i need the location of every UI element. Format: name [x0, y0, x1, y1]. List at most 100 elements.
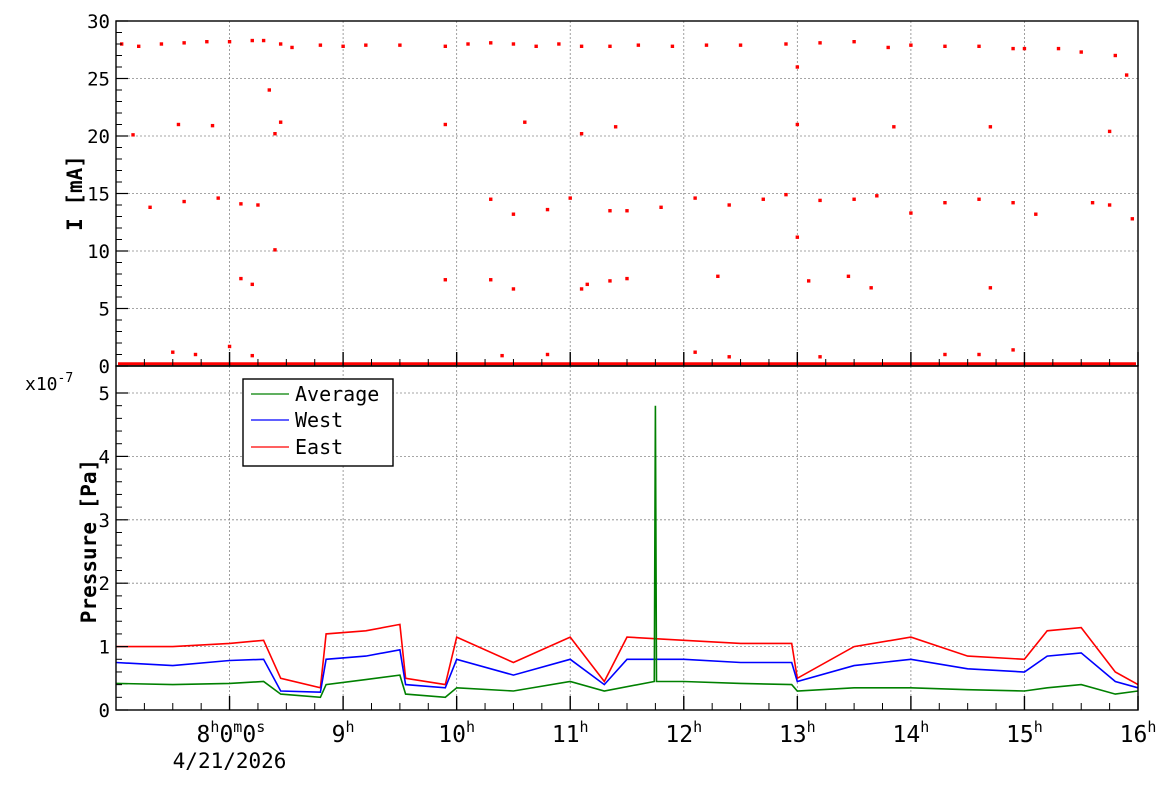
- current-data-point: [909, 43, 913, 47]
- current-data-point: [761, 197, 765, 201]
- time-x-tick-label: 8h0m0s: [197, 718, 266, 748]
- current-data-point: [1124, 73, 1129, 77]
- current-data-point: [489, 197, 493, 201]
- current-y-tick-label: 30: [87, 11, 110, 33]
- current-data-point: [489, 278, 493, 282]
- legend-label-west: West: [295, 408, 343, 432]
- pressure-y-tick-label: 5: [99, 383, 110, 405]
- time-x-tick-label: 13h: [779, 718, 816, 748]
- current-data-point: [818, 355, 822, 359]
- time-x-tick-label: 14h: [893, 718, 930, 748]
- current-data-point: [534, 44, 538, 48]
- current-data-point: [210, 123, 215, 128]
- current-data-point: [261, 38, 266, 43]
- time-x-tick-label: 10h: [438, 718, 475, 748]
- current-data-point: [511, 42, 516, 46]
- current-data-point: [886, 45, 890, 50]
- tick-hour: 14: [893, 722, 921, 748]
- current-data-point: [443, 278, 448, 282]
- current-data-point: [818, 41, 822, 45]
- current-data-point: [227, 344, 232, 349]
- current-data-point: [137, 44, 141, 48]
- current-data-point: [943, 352, 947, 357]
- current-data-point: [182, 199, 186, 204]
- current-data-point: [1079, 50, 1083, 54]
- current-data-point: [131, 133, 135, 137]
- current-data-point: [608, 279, 612, 283]
- current-data-point: [806, 279, 811, 283]
- current-data-point: [256, 203, 260, 207]
- pressure-y-tick-label: 4: [99, 446, 110, 468]
- current-data-point: [977, 44, 981, 48]
- current-data-point: [466, 42, 470, 46]
- pressure-y-tick-label: 0: [99, 700, 110, 722]
- tick-hour: 15: [1006, 722, 1034, 748]
- current-data-point: [227, 40, 232, 44]
- current-data-point: [443, 44, 448, 48]
- current-data-point: [171, 350, 175, 354]
- current-data-point: [216, 196, 220, 200]
- pressure-y-tick-label: 3: [99, 510, 110, 532]
- current-series: [118, 38, 1136, 366]
- current-data-point: [875, 194, 879, 198]
- current-data-point: [489, 41, 493, 45]
- pressure-y-axis: 0 1 2 3 4 5: [99, 383, 128, 722]
- current-data-point: [500, 353, 504, 358]
- current-data-point: [182, 41, 186, 45]
- current-data-point: [784, 42, 788, 46]
- current-data-point: [795, 65, 800, 69]
- current-data-point: [205, 40, 209, 44]
- tick-hour-unit: h: [807, 718, 816, 736]
- current-data-point: [557, 42, 561, 46]
- tick-hour-unit: h: [1147, 718, 1156, 736]
- current-data-point: [545, 352, 550, 357]
- current-data-point: [608, 209, 612, 213]
- pressure-axis-title: Pressure [Pa]: [77, 459, 101, 623]
- current-data-point: [239, 202, 243, 206]
- current-y-tick-label: 0: [99, 356, 110, 378]
- current-data-point: [278, 120, 283, 124]
- current-data-point: [1022, 46, 1027, 51]
- current-data-point: [909, 211, 913, 215]
- current-data-point: [869, 286, 873, 290]
- current-data-point: [193, 352, 198, 357]
- current-data-point: [716, 274, 720, 278]
- tick-hour: 8: [197, 722, 211, 748]
- current-data-point: [636, 43, 641, 47]
- current-data-point: [795, 122, 800, 127]
- current-data-point: [659, 205, 663, 209]
- tick-hour: 16: [1120, 722, 1148, 748]
- current-data-point: [176, 122, 181, 127]
- tick-hour: 9: [332, 722, 346, 748]
- top-grid: [116, 20, 1138, 367]
- time-x-tick-label: 15h: [1006, 718, 1043, 748]
- current-data-point: [267, 88, 271, 92]
- pressure-multiplier-base: x10: [25, 374, 58, 395]
- current-data-point: [1011, 46, 1015, 51]
- time-x-tick-label: 16h: [1120, 718, 1157, 748]
- current-y-tick-label: 5: [99, 299, 110, 321]
- current-data-point: [1090, 201, 1095, 205]
- current-data-point: [608, 44, 612, 48]
- current-data-point: [579, 132, 584, 136]
- current-data-point: [625, 276, 629, 281]
- current-data-point: [892, 125, 896, 129]
- current-data-point: [727, 203, 731, 207]
- current-data-point: [784, 192, 788, 197]
- current-data-point: [318, 43, 323, 47]
- current-y-tick-label: 25: [87, 69, 110, 91]
- time-x-date-label: 4/21/2026: [173, 749, 287, 773]
- current-data-point: [273, 132, 277, 136]
- current-data-point: [738, 43, 743, 47]
- current-data-point: [988, 125, 993, 129]
- current-data-point: [818, 198, 822, 203]
- time-x-tick-label: 11h: [552, 718, 589, 748]
- pressure-multiplier-exponent: -7: [58, 371, 74, 386]
- tick-minute: 0: [219, 722, 233, 748]
- current-data-point: [727, 355, 731, 359]
- current-data-point: [693, 350, 697, 354]
- current-data-point: [988, 286, 993, 290]
- current-data-point: [1011, 201, 1015, 205]
